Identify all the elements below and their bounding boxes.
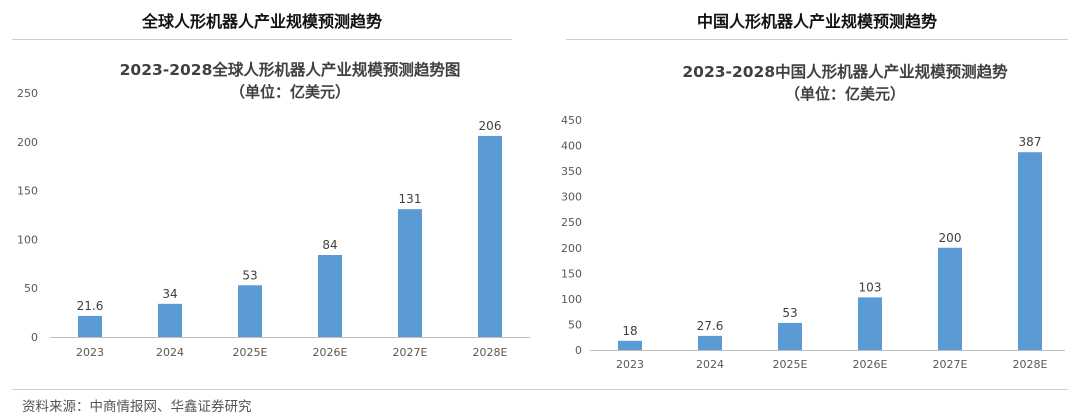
left-panel-header: 全球人形机器人产业规模预测趋势 — [12, 0, 512, 40]
china-x-category-label: 2025E — [773, 358, 808, 371]
china-x-category-label: 2028E — [1013, 358, 1048, 371]
global-market-bar-chart: 2023-2028全球人形机器人产业规模预测趋势图 （单位：亿美元） 0 50 100 1… — [17, 60, 530, 359]
china-bar-value-label: 18 — [622, 324, 637, 338]
global-bar-value-label: 53 — [242, 268, 257, 282]
china-y-tick-label: 400 — [561, 140, 582, 153]
china-chart-subtitle: （单位：亿美元） — [785, 85, 905, 103]
global-x-category-label: 2028E — [473, 346, 508, 359]
china-y-tick-label: 0 — [575, 344, 582, 357]
global-y-tick-label: 250 — [17, 87, 38, 100]
global-y-tick-label: 200 — [17, 136, 38, 149]
global-bar — [478, 135, 502, 337]
china-y-tick-label: 100 — [561, 293, 582, 306]
global-x-category-label: 2024 — [156, 346, 184, 359]
global-bar — [78, 315, 102, 337]
china-y-tick-label: 250 — [561, 216, 582, 229]
global-bar — [318, 255, 342, 337]
china-bar — [858, 297, 882, 350]
global-bar-value-label: 34 — [162, 287, 177, 301]
china-bar-value-label: 387 — [1019, 135, 1042, 149]
china-x-category-label: 2026E — [853, 358, 888, 371]
global-y-tick-label: 100 — [17, 233, 38, 246]
china-bar-value-label: 200 — [939, 231, 962, 245]
china-x-category-label: 2027E — [933, 358, 968, 371]
china-x-category-label: 2024 — [696, 358, 724, 371]
china-bar — [618, 340, 642, 350]
china-bar — [698, 335, 722, 350]
source-note: 资料来源：中商情报网、华鑫证券研究 — [22, 399, 252, 415]
china-y-tick-label: 200 — [561, 242, 582, 255]
global-bar-value-label: 131 — [399, 192, 422, 206]
china-bar-value-label: 103 — [859, 280, 882, 294]
china-bar-value-label: 53 — [782, 306, 797, 320]
global-bar — [238, 285, 262, 337]
global-chart-title: 2023-2028全球人形机器人产业规模预测趋势图 — [120, 60, 461, 79]
global-y-tick-label: 50 — [24, 282, 38, 295]
china-chart-title: 2023-2028中国人形机器人产业规模预测趋势 — [682, 62, 1008, 81]
china-y-tick-label: 150 — [561, 267, 582, 280]
global-x-category-label: 2023 — [76, 346, 104, 359]
china-bar — [1018, 152, 1042, 350]
global-bar — [158, 303, 182, 337]
global-bar-value-label: 84 — [322, 238, 337, 252]
global-bar-value-label: 206 — [479, 119, 502, 133]
china-y-tick-label: 350 — [561, 165, 582, 178]
global-bar — [398, 209, 422, 337]
china-bar — [938, 247, 962, 350]
global-y-tick-label: 150 — [17, 185, 38, 198]
china-market-bar-chart: 2023-2028中国人形机器人产业规模预测趋势 （单位：亿美元） 0 50 100 15… — [561, 62, 1065, 371]
global-chart-subtitle: （单位：亿美元） — [230, 83, 350, 101]
china-x-category-label: 2023 — [616, 358, 644, 371]
global-y-tick-label: 0 — [31, 331, 38, 344]
china-y-tick-label: 300 — [561, 191, 582, 204]
global-x-category-label: 2027E — [393, 346, 428, 359]
global-bar-value-label: 21.6 — [77, 299, 104, 313]
china-y-tick-label: 450 — [561, 114, 582, 127]
china-y-tick-label: 50 — [568, 318, 582, 331]
global-x-category-label: 2026E — [313, 346, 348, 359]
global-x-category-label: 2025E — [233, 346, 268, 359]
footer-divider — [12, 389, 1068, 390]
china-bar — [778, 322, 802, 350]
china-bar-value-label: 27.6 — [697, 319, 724, 333]
right-panel-header: 中国人形机器人产业规模预测趋势 — [566, 0, 1068, 40]
